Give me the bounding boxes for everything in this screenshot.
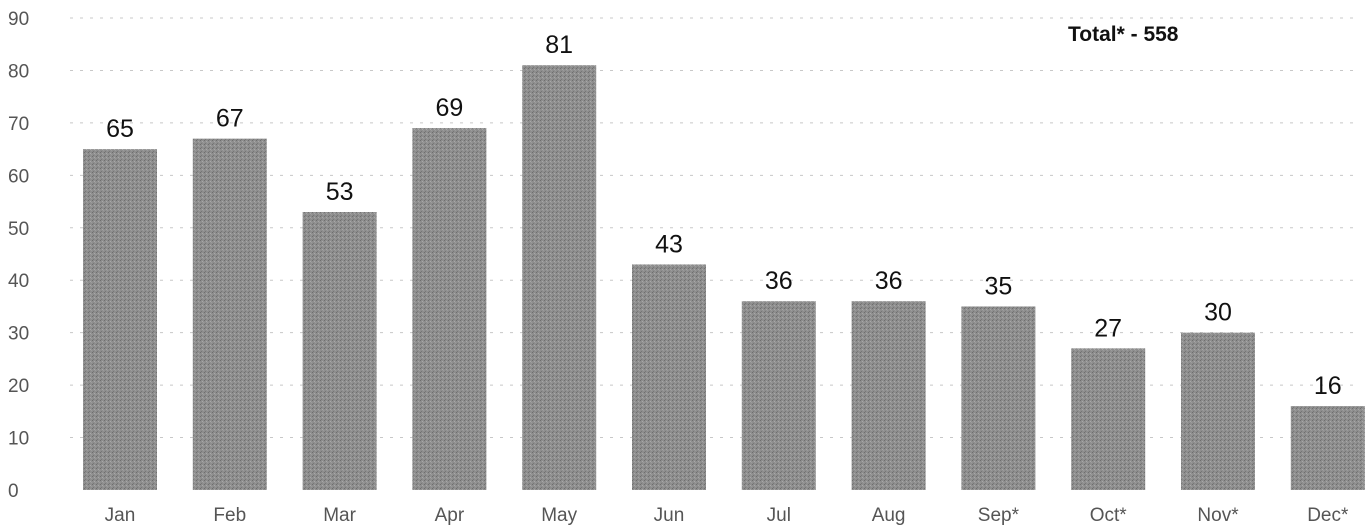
data-label: 30	[1204, 299, 1232, 327]
bar	[522, 65, 597, 490]
y-tick-label: 40	[8, 271, 29, 292]
x-tick-label: Mar	[323, 505, 356, 526]
x-tick-label: Apr	[435, 505, 465, 526]
y-tick-label: 10	[8, 429, 29, 450]
data-label: 81	[545, 31, 573, 59]
data-label: 67	[216, 105, 244, 133]
bar	[1181, 332, 1255, 490]
y-tick-label: 20	[8, 376, 29, 397]
x-tick-label: Nov*	[1197, 505, 1239, 526]
bar	[83, 149, 157, 490]
bar	[192, 138, 267, 490]
bar	[1071, 348, 1146, 490]
x-tick-label: May	[541, 505, 577, 526]
bars	[83, 65, 1365, 491]
y-tick-label: 70	[8, 114, 29, 135]
bar	[302, 212, 377, 491]
bar	[632, 264, 706, 490]
data-label: 35	[984, 272, 1012, 300]
bar	[961, 306, 1036, 490]
x-axis-ticks: Jan Feb Mar Apr May Jun Jul Aug Sep* Oct* Nov* Dec*	[105, 505, 1349, 526]
y-tick-label: 0	[8, 481, 19, 502]
data-label: 27	[1094, 314, 1122, 342]
x-tick-label: Sep*	[978, 505, 1020, 526]
total-annotation: Total* - 558	[1068, 23, 1179, 46]
y-axis-ticks: 0 10 20 30 40 50 60 70 80 90	[8, 9, 29, 502]
bar	[1290, 406, 1365, 490]
data-labels: 65 67 53 69 81 43 36 36 35 27 30 16	[106, 31, 1342, 400]
data-label: 36	[765, 267, 793, 295]
y-tick-label: 80	[8, 61, 29, 82]
data-label: 69	[435, 94, 463, 122]
data-label: 65	[106, 115, 134, 143]
x-tick-label: Jan	[105, 505, 136, 526]
bar	[851, 301, 926, 490]
x-tick-label: Jun	[654, 505, 685, 526]
x-tick-label: Dec*	[1307, 505, 1349, 526]
data-label: 36	[875, 267, 903, 295]
y-tick-label: 50	[8, 219, 29, 240]
x-tick-label: Aug	[872, 505, 906, 526]
x-tick-label: Feb	[213, 505, 246, 526]
bar	[741, 301, 816, 490]
bar	[412, 128, 487, 490]
y-tick-label: 60	[8, 166, 29, 187]
x-tick-label: Oct*	[1090, 505, 1128, 526]
data-label: 53	[326, 178, 354, 206]
y-tick-label: 30	[8, 324, 29, 345]
data-label: 43	[655, 230, 683, 258]
data-label: 16	[1314, 372, 1342, 400]
x-tick-label: Jul	[767, 505, 791, 526]
y-tick-label: 90	[8, 9, 29, 30]
